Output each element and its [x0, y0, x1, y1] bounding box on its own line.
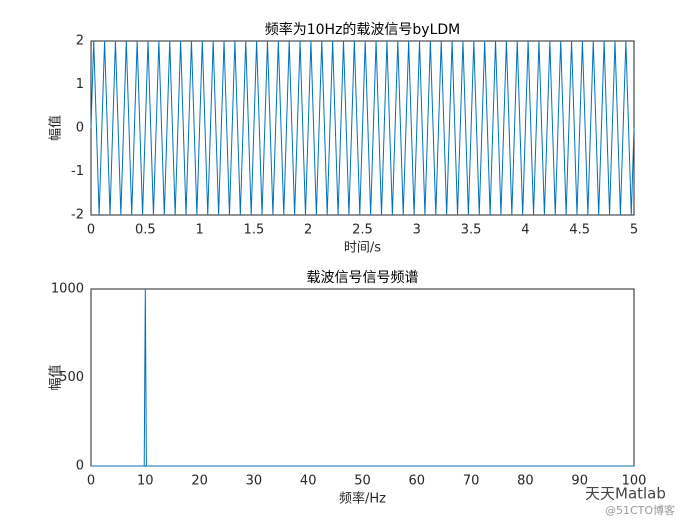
data-line	[91, 288, 634, 467]
x-tick-label: 5	[630, 223, 638, 238]
y-axis-label: 幅值	[48, 364, 64, 390]
x-tick-label: 2	[304, 223, 312, 238]
x-tick-label: 20	[191, 474, 208, 489]
x-tick-label: 3	[413, 223, 421, 238]
axes-box	[90, 288, 635, 467]
y-tick-label: 2	[76, 34, 84, 49]
x-tick-label: 4	[521, 223, 529, 238]
x-tick-label: 50	[354, 474, 371, 489]
data-line	[90, 40, 635, 216]
x-tick-label: 100	[622, 474, 647, 489]
x-axis-label: 频率/Hz	[339, 491, 386, 507]
y-tick-label: 500	[59, 370, 84, 385]
x-tick-label: 0	[87, 474, 95, 489]
x-tick-label: 30	[246, 474, 263, 489]
y-tick-label: 0	[76, 459, 84, 474]
x-tick-label: 40	[300, 474, 317, 489]
x-tick-label: 0	[87, 223, 95, 238]
y-tick-label: 0	[76, 121, 84, 136]
chart-title: 载波信号信号频谱	[307, 270, 419, 286]
x-tick-label: 2.5	[352, 223, 373, 238]
y-axis-label: 幅值	[48, 115, 64, 141]
x-axis-label: 时间/s	[344, 241, 381, 256]
y-tick-label: -2	[71, 208, 84, 223]
x-tick-label: 80	[517, 474, 534, 489]
x-tick-label: 90	[571, 474, 588, 489]
watermark-name: 天天Matlab	[585, 485, 666, 503]
x-tick-label: 4.5	[569, 223, 590, 238]
x-tick-label: 60	[409, 474, 426, 489]
y-tick-label: 1	[76, 77, 84, 92]
chart-title: 频率为10Hz的载波信号byLDM	[265, 21, 461, 38]
y-tick-label: 1000	[51, 282, 84, 297]
x-tick-label: 70	[463, 474, 480, 489]
x-tick-label: 0.5	[135, 223, 156, 238]
x-tick-label: 3.5	[461, 223, 482, 238]
x-tick-label: 1.5	[244, 223, 265, 238]
x-tick-label: 1	[195, 223, 203, 238]
watermark-source: @51CTO博客	[605, 503, 675, 517]
y-tick-label: -1	[71, 164, 84, 179]
x-tick-label: 10	[137, 474, 154, 489]
